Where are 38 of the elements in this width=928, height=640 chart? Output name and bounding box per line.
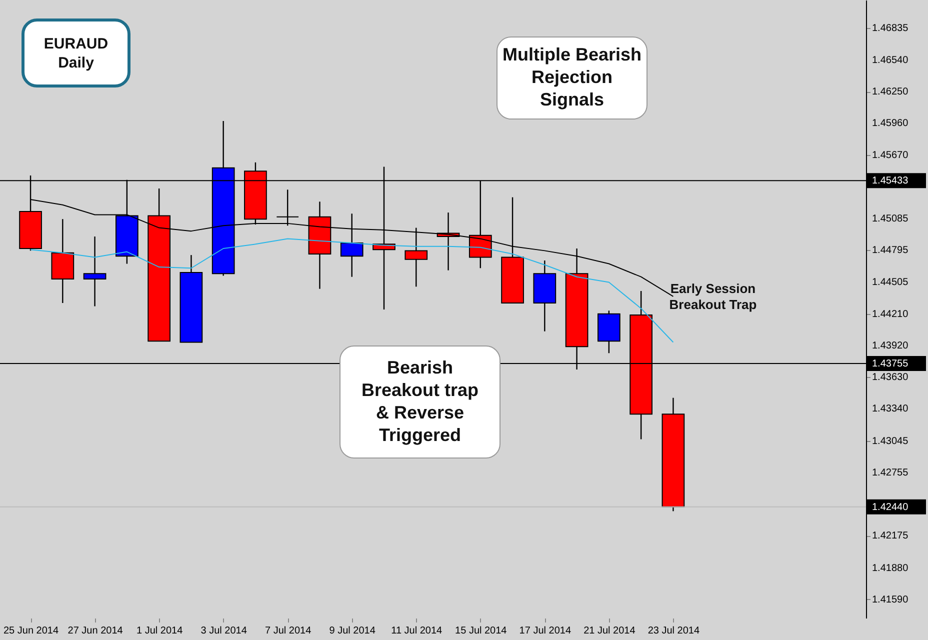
y-tick-label: 1.43340: [872, 404, 909, 415]
x-tick-label: 3 Jul 2014: [200, 626, 248, 636]
x-tick-label: 27 Jun 2014: [68, 626, 124, 636]
x-tick-label: 1 Jul 2014: [136, 626, 184, 636]
x-tick-label: 15 Jul 2014: [455, 626, 508, 636]
y-tick-label: 1.41590: [872, 594, 909, 606]
y-tick-label: 1.43045: [872, 436, 909, 447]
y-tick-label: 1.46835: [872, 22, 909, 34]
y-tick-label: 1.45670: [872, 150, 909, 161]
ref-line-label: 1.45433: [872, 176, 909, 187]
y-tick-label: 1.44505: [872, 276, 909, 288]
y-tick-label: 1.42755: [872, 467, 909, 478]
x-tick-label: 7 Jul 2014: [265, 626, 312, 636]
text: EURAUD Daily: [44, 36, 108, 72]
y-tick-label: 1.43920: [872, 340, 909, 352]
y-tick-label: 1.45960: [872, 118, 909, 130]
ref-line-label: 1.43755: [872, 358, 909, 370]
x-tick-label: 17 Jul 2014: [519, 626, 572, 636]
candlestick: [404, 227, 428, 288]
x-tick-label: 23 Jul 2014: [648, 626, 700, 636]
annotation: Multiple Bearish Rejection Signals: [502, 44, 642, 110]
y-tick-label: 1.41880: [872, 562, 909, 574]
candlestick: [83, 236, 106, 307]
x-tick-label: 11 Jul 2014: [391, 626, 443, 636]
annotation: Early Session Breakout Trap: [669, 280, 757, 312]
y-tick-label: 1.44795: [872, 245, 909, 256]
y-tick-label: 1.45085: [872, 214, 909, 225]
ref-line-label: 1.42440: [872, 502, 909, 513]
candlestick: [340, 213, 364, 278]
x-tick-label: 9 Jul 2014: [329, 626, 376, 636]
annotation: Bearish Breakout trap & Reverse Triggered: [361, 357, 479, 445]
y-tick-label: 1.42175: [872, 530, 909, 542]
y-tick-label: 1.46250: [872, 86, 909, 98]
x-tick-label: 21 Jul 2014: [584, 626, 636, 636]
y-tick-label: 1.46540: [872, 54, 909, 66]
x-tick-label: 25 Jun 2014: [3, 626, 59, 636]
y-tick-label: 1.43630: [872, 372, 909, 384]
y-tick-label: 1.44210: [872, 308, 909, 320]
